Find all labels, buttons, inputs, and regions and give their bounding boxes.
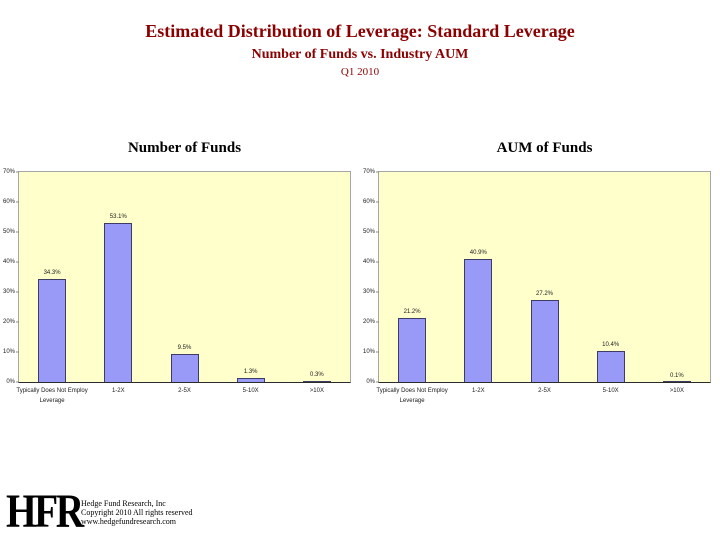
page-title: Estimated Distribution of Leverage: Stan… <box>145 21 575 41</box>
y-axis-tick-label: 10% <box>2 349 15 355</box>
x-axis-category-label: >10X <box>669 388 684 394</box>
bar <box>170 353 199 382</box>
plot-area: 0% 10% 20% 30% 40% 50% 60% 70% 34.3% Typically Do… <box>3 169 351 404</box>
bar <box>662 381 691 382</box>
y-axis-tick-mark <box>16 231 19 233</box>
footer-line-website: www.hedgefundresearch.com <box>81 517 176 526</box>
y-axis-tick-mark <box>376 381 379 383</box>
y-axis-tick-mark <box>376 291 379 293</box>
x-axis-category-label: Typically Does Not Employ Leverage <box>376 388 448 405</box>
y-axis-tick-mark <box>376 261 379 263</box>
y-axis-tick-mark <box>16 171 19 173</box>
bar <box>302 381 331 382</box>
y-axis-tick-label: 30% <box>2 289 15 295</box>
y-axis-tick-label: 70% <box>2 169 15 175</box>
y-axis-tick-label: 60% <box>362 199 375 205</box>
x-axis-category-label: 2-5X <box>178 388 191 394</box>
bar <box>236 378 265 382</box>
bar-value-label: 27.2% <box>535 291 554 298</box>
bar-value-label: 34.3% <box>43 270 61 277</box>
y-axis-tick-label: 50% <box>362 229 375 235</box>
bar-value-label: 40.9% <box>469 250 487 257</box>
y-axis-tick-label: 0% <box>366 379 375 385</box>
bar-value-label: 0.1% <box>670 372 684 379</box>
y-axis-tick-label: 60% <box>2 199 15 205</box>
x-axis-category-label: 5-10X <box>242 388 259 394</box>
number-of-funds-chart: Number of Funds 0% 10% 20% 30% 40% 50% 60% 70% 3… <box>0 138 360 418</box>
bar-value-label: 0.3% <box>310 372 324 379</box>
bar-value-label: 53.1% <box>109 213 127 220</box>
y-axis-tick-mark <box>16 351 19 353</box>
bar <box>398 318 427 382</box>
report-period: Q1 2010 <box>340 66 380 78</box>
bar <box>104 222 133 382</box>
bar-value-label: 1.3% <box>243 369 258 376</box>
y-axis-tick-mark <box>16 201 19 203</box>
x-axis-category-label: 2-5X <box>538 388 551 394</box>
bar <box>530 300 559 382</box>
chart-title: Number of Funds <box>127 140 242 156</box>
bar <box>596 350 625 382</box>
x-axis-category-label: 1-2X <box>111 388 125 394</box>
y-axis-tick-mark <box>376 231 379 233</box>
y-axis-tick-label: 20% <box>362 319 375 325</box>
plot-area: 0% 10% 20% 30% 40% 50% 60% 70% 21.2% Typically Do… <box>363 169 711 404</box>
y-axis-tick-label: 0% <box>6 379 15 385</box>
y-axis-tick-mark <box>376 321 379 323</box>
y-axis-tick-mark <box>16 291 19 293</box>
y-axis-tick-label: 50% <box>2 229 15 235</box>
x-axis-category-label: Typically Does Not Employ Leverage <box>16 388 88 405</box>
y-axis-tick-label: 20% <box>2 319 15 325</box>
y-axis-tick-mark <box>376 201 379 203</box>
y-axis-tick-label: 10% <box>362 349 375 355</box>
x-axis-category-label: 1-2X <box>471 388 485 394</box>
hfr-logo: HFR <box>6 485 84 538</box>
y-axis-tick-label: 40% <box>362 259 375 265</box>
bar-value-label: 21.2% <box>403 309 421 316</box>
bar-value-label: 10.4% <box>602 341 620 348</box>
y-axis-tick-mark <box>16 321 19 323</box>
bar <box>38 279 67 382</box>
footer-line-company: Hedge Fund Research, Inc <box>81 499 166 508</box>
page-subtitle: Number of Funds vs. Industry AUM <box>251 47 469 62</box>
y-axis-tick-mark <box>376 351 379 353</box>
y-axis-tick-label: 40% <box>2 259 15 265</box>
x-axis-category-label: >10X <box>309 388 324 394</box>
y-axis-tick-label: 70% <box>362 169 375 175</box>
footer-line-copyright: Copyright 2010 All rights reserved <box>81 508 193 517</box>
bar-value-label: 9.5% <box>177 344 192 351</box>
y-axis-tick-mark <box>16 381 19 383</box>
footer-text: Hedge Fund Research, Inc Copyright 2010 … <box>81 499 193 526</box>
y-axis-tick-label: 30% <box>362 289 375 295</box>
x-axis-category-label: 5-10X <box>602 388 619 394</box>
chart-title: AUM of Funds <box>496 140 593 156</box>
y-axis-tick-mark <box>16 261 19 263</box>
y-axis-tick-mark <box>376 171 379 173</box>
bar <box>464 259 493 382</box>
aum-of-funds-chart: AUM of Funds 0% 10% 20% 30% 40% 50% 60% 70% 21.2… <box>360 138 720 418</box>
